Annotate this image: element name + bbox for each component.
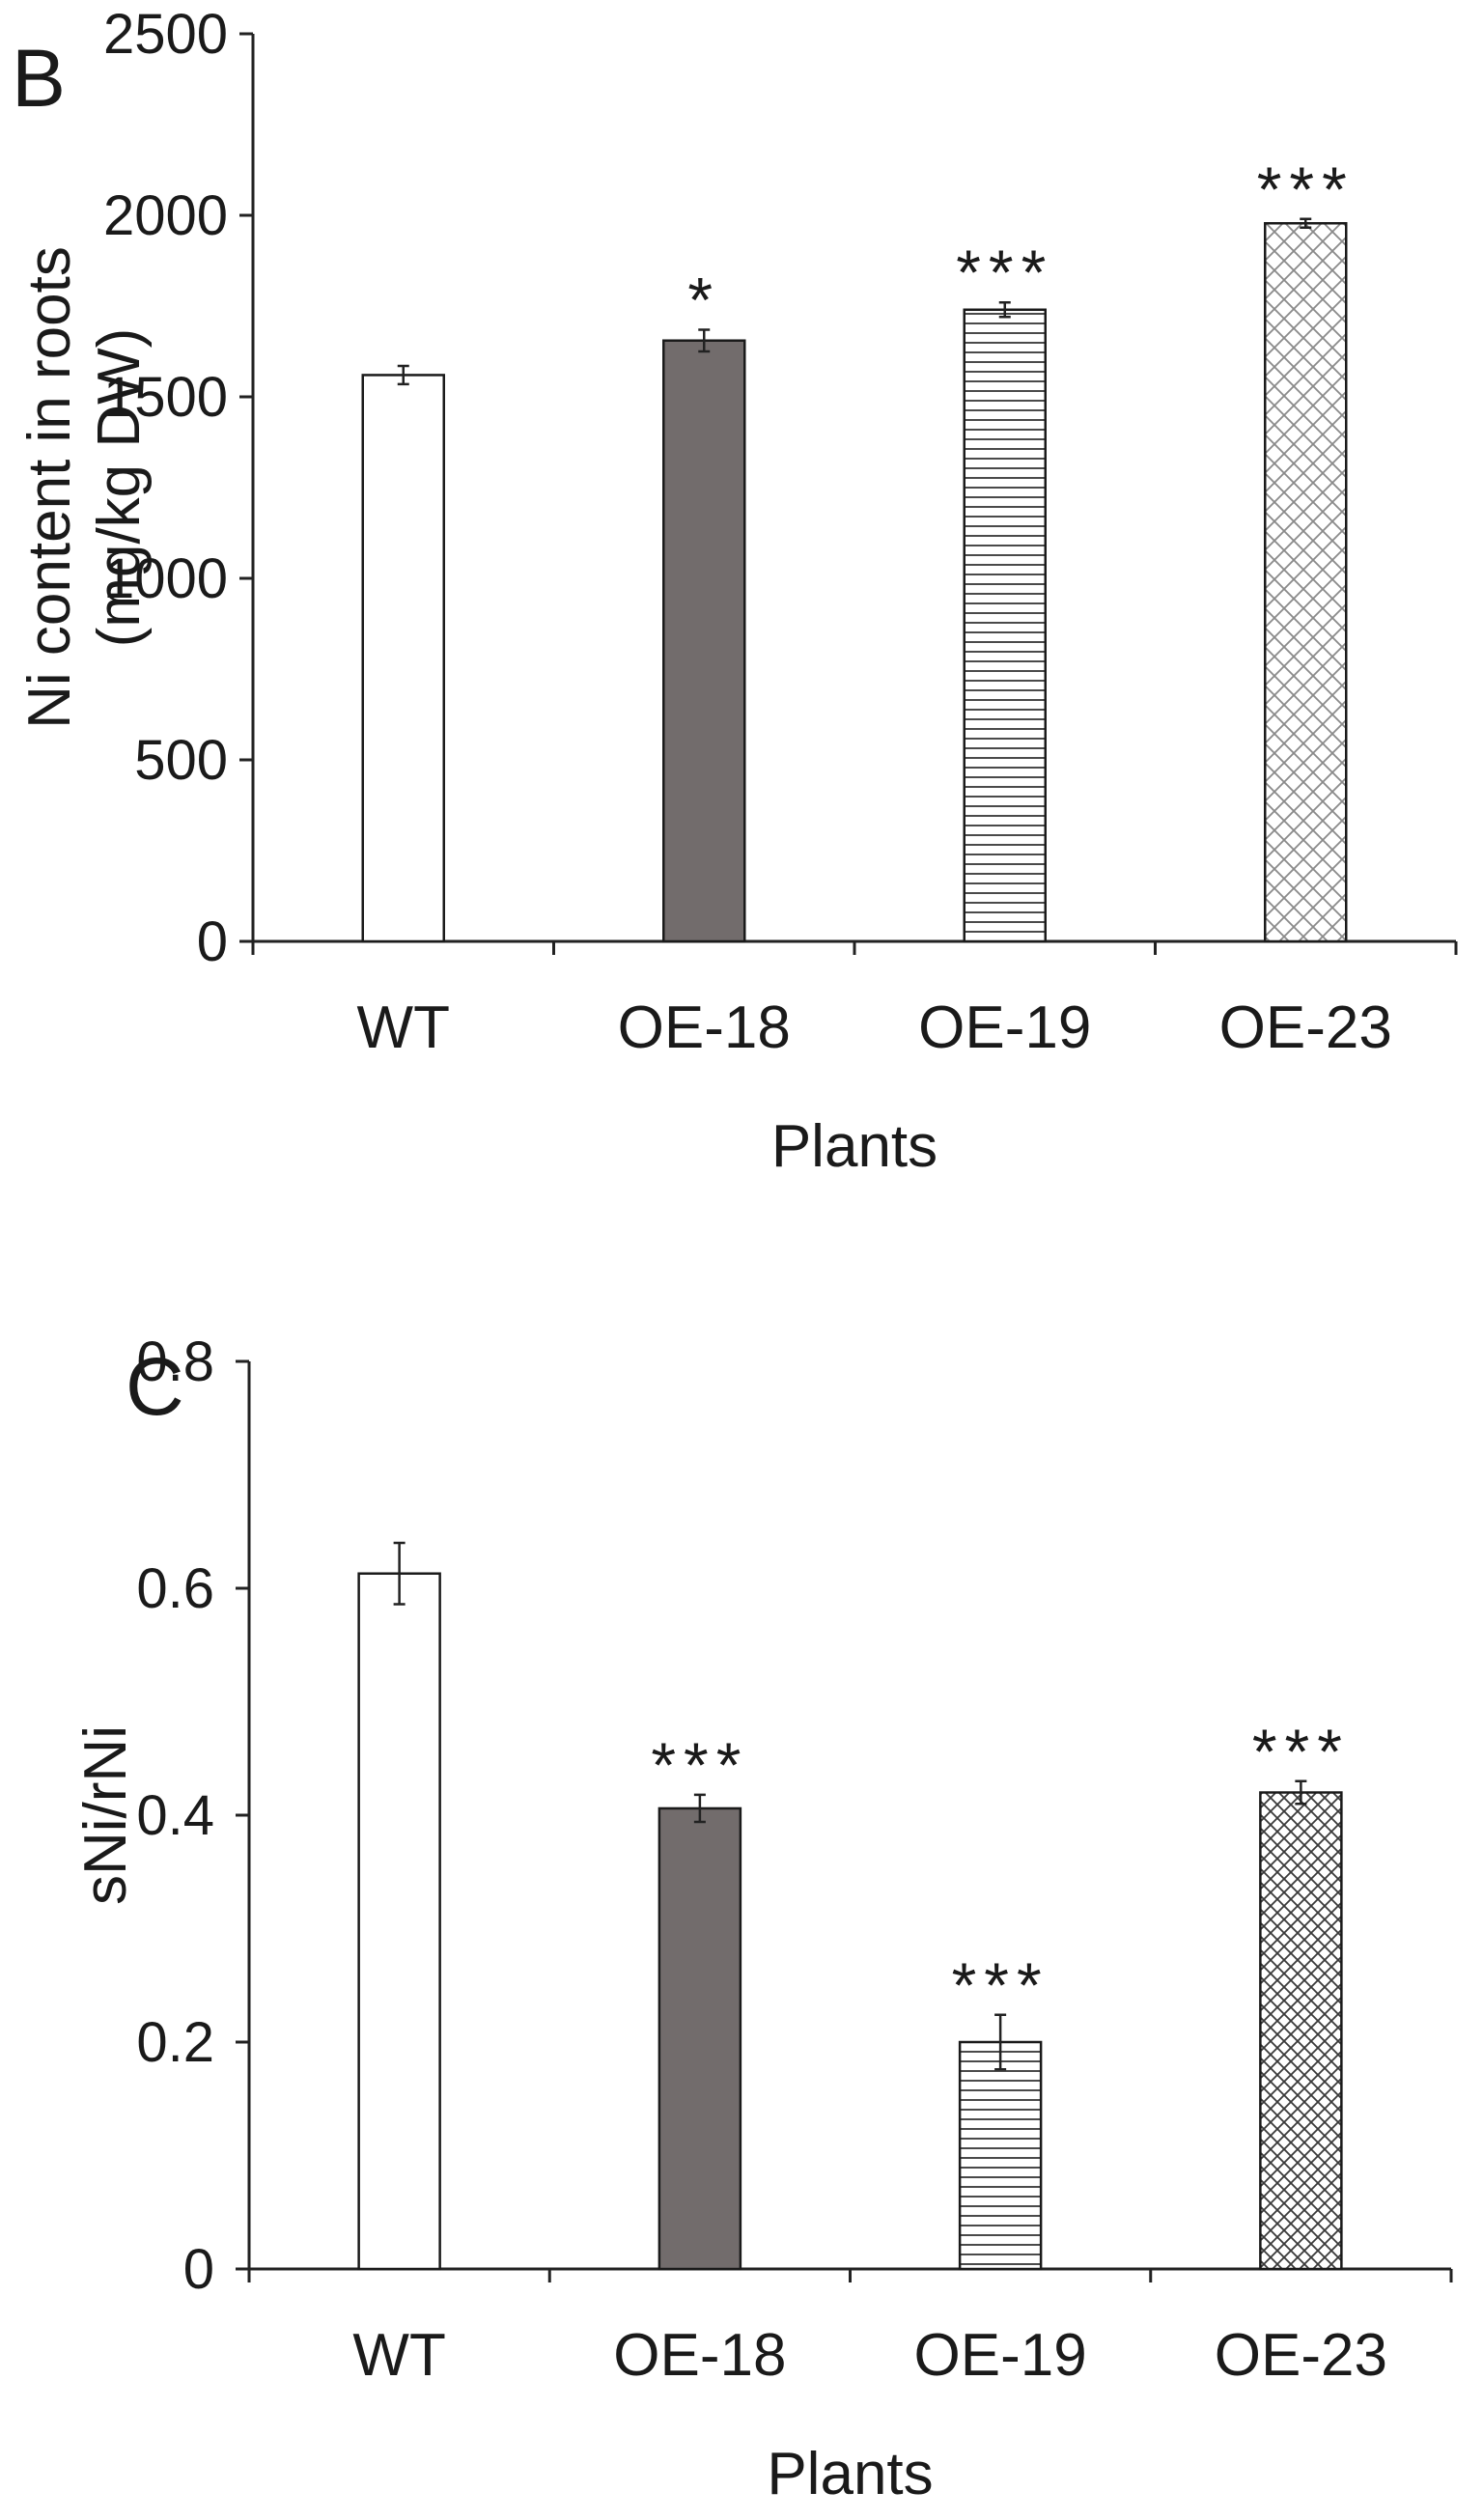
error-bar bbox=[397, 364, 409, 386]
x-category-label: OE-23 bbox=[1219, 994, 1392, 1061]
chart-panel-c: C 0 0.2 0.4 0.6 0.8 WT *** OE-18 *** OE-19 *** OE-23… bbox=[72, 1330, 1453, 2507]
significance-mark: *** bbox=[1252, 1716, 1350, 1787]
error-bar bbox=[998, 300, 1011, 319]
bar-oe-18 bbox=[662, 339, 746, 943]
x-category-label: OE-18 bbox=[618, 994, 791, 1061]
bar-oe-18 bbox=[658, 1806, 742, 2271]
error-bar bbox=[693, 1793, 706, 1824]
y-tick-label: 0.6 bbox=[136, 1557, 214, 1620]
y-tick-label: 0.2 bbox=[136, 2011, 214, 2074]
bar-wt bbox=[357, 1572, 441, 2271]
error-bar bbox=[698, 328, 711, 353]
y-axis-title: (mg/kg DW) bbox=[86, 328, 153, 648]
y-axis-title: sNi/rNi bbox=[72, 1725, 139, 1905]
y-tick-label: 1000 bbox=[103, 547, 228, 610]
x-axis-title: Plants bbox=[767, 2441, 933, 2507]
significance-mark: *** bbox=[952, 1949, 1049, 2021]
y-tick-label: 2000 bbox=[103, 184, 228, 247]
significance-mark: * bbox=[687, 264, 720, 335]
y-tick-label: 1500 bbox=[103, 366, 228, 429]
y-axis-title: Ni content in roots bbox=[16, 246, 83, 729]
x-category-label: WT bbox=[352, 2322, 445, 2389]
x-axis-title: Plants bbox=[771, 1113, 937, 1180]
y-tick-label: 500 bbox=[134, 729, 228, 792]
error-bar bbox=[994, 2013, 1007, 2071]
panel-label-b: B bbox=[12, 33, 66, 124]
x-category-label: OE-23 bbox=[1215, 2322, 1387, 2389]
significance-mark: *** bbox=[956, 237, 1053, 308]
x-category-label: OE-19 bbox=[918, 994, 1091, 1061]
x-category-label: OE-19 bbox=[914, 2322, 1087, 2389]
y-tick-label: 0.4 bbox=[136, 1784, 214, 1847]
y-tick-label: 0 bbox=[183, 2238, 214, 2301]
chart-panel-b: B 0 500 1000 1500 2000 2500 WT * OE-18 *** OE-19 ***… bbox=[12, 3, 1458, 1180]
bar-oe-23 bbox=[1264, 222, 1348, 943]
bar-oe-19 bbox=[963, 308, 1047, 943]
error-bar bbox=[393, 1541, 406, 1606]
error-bar bbox=[1300, 217, 1312, 230]
y-tick-label: 0.8 bbox=[136, 1330, 214, 1393]
y-tick-label: 2500 bbox=[103, 3, 228, 66]
bar-wt bbox=[361, 374, 445, 943]
panel-label-c: C bbox=[126, 1341, 184, 1432]
x-category-label: WT bbox=[357, 994, 450, 1061]
bar-oe-23 bbox=[1259, 1791, 1343, 2271]
bar-oe-19 bbox=[958, 2040, 1043, 2271]
x-category-label: OE-18 bbox=[613, 2322, 786, 2389]
significance-mark: *** bbox=[1257, 154, 1355, 225]
error-bar bbox=[1295, 1779, 1307, 1806]
y-tick-label: 0 bbox=[197, 910, 228, 973]
significance-mark: *** bbox=[651, 1729, 748, 1801]
